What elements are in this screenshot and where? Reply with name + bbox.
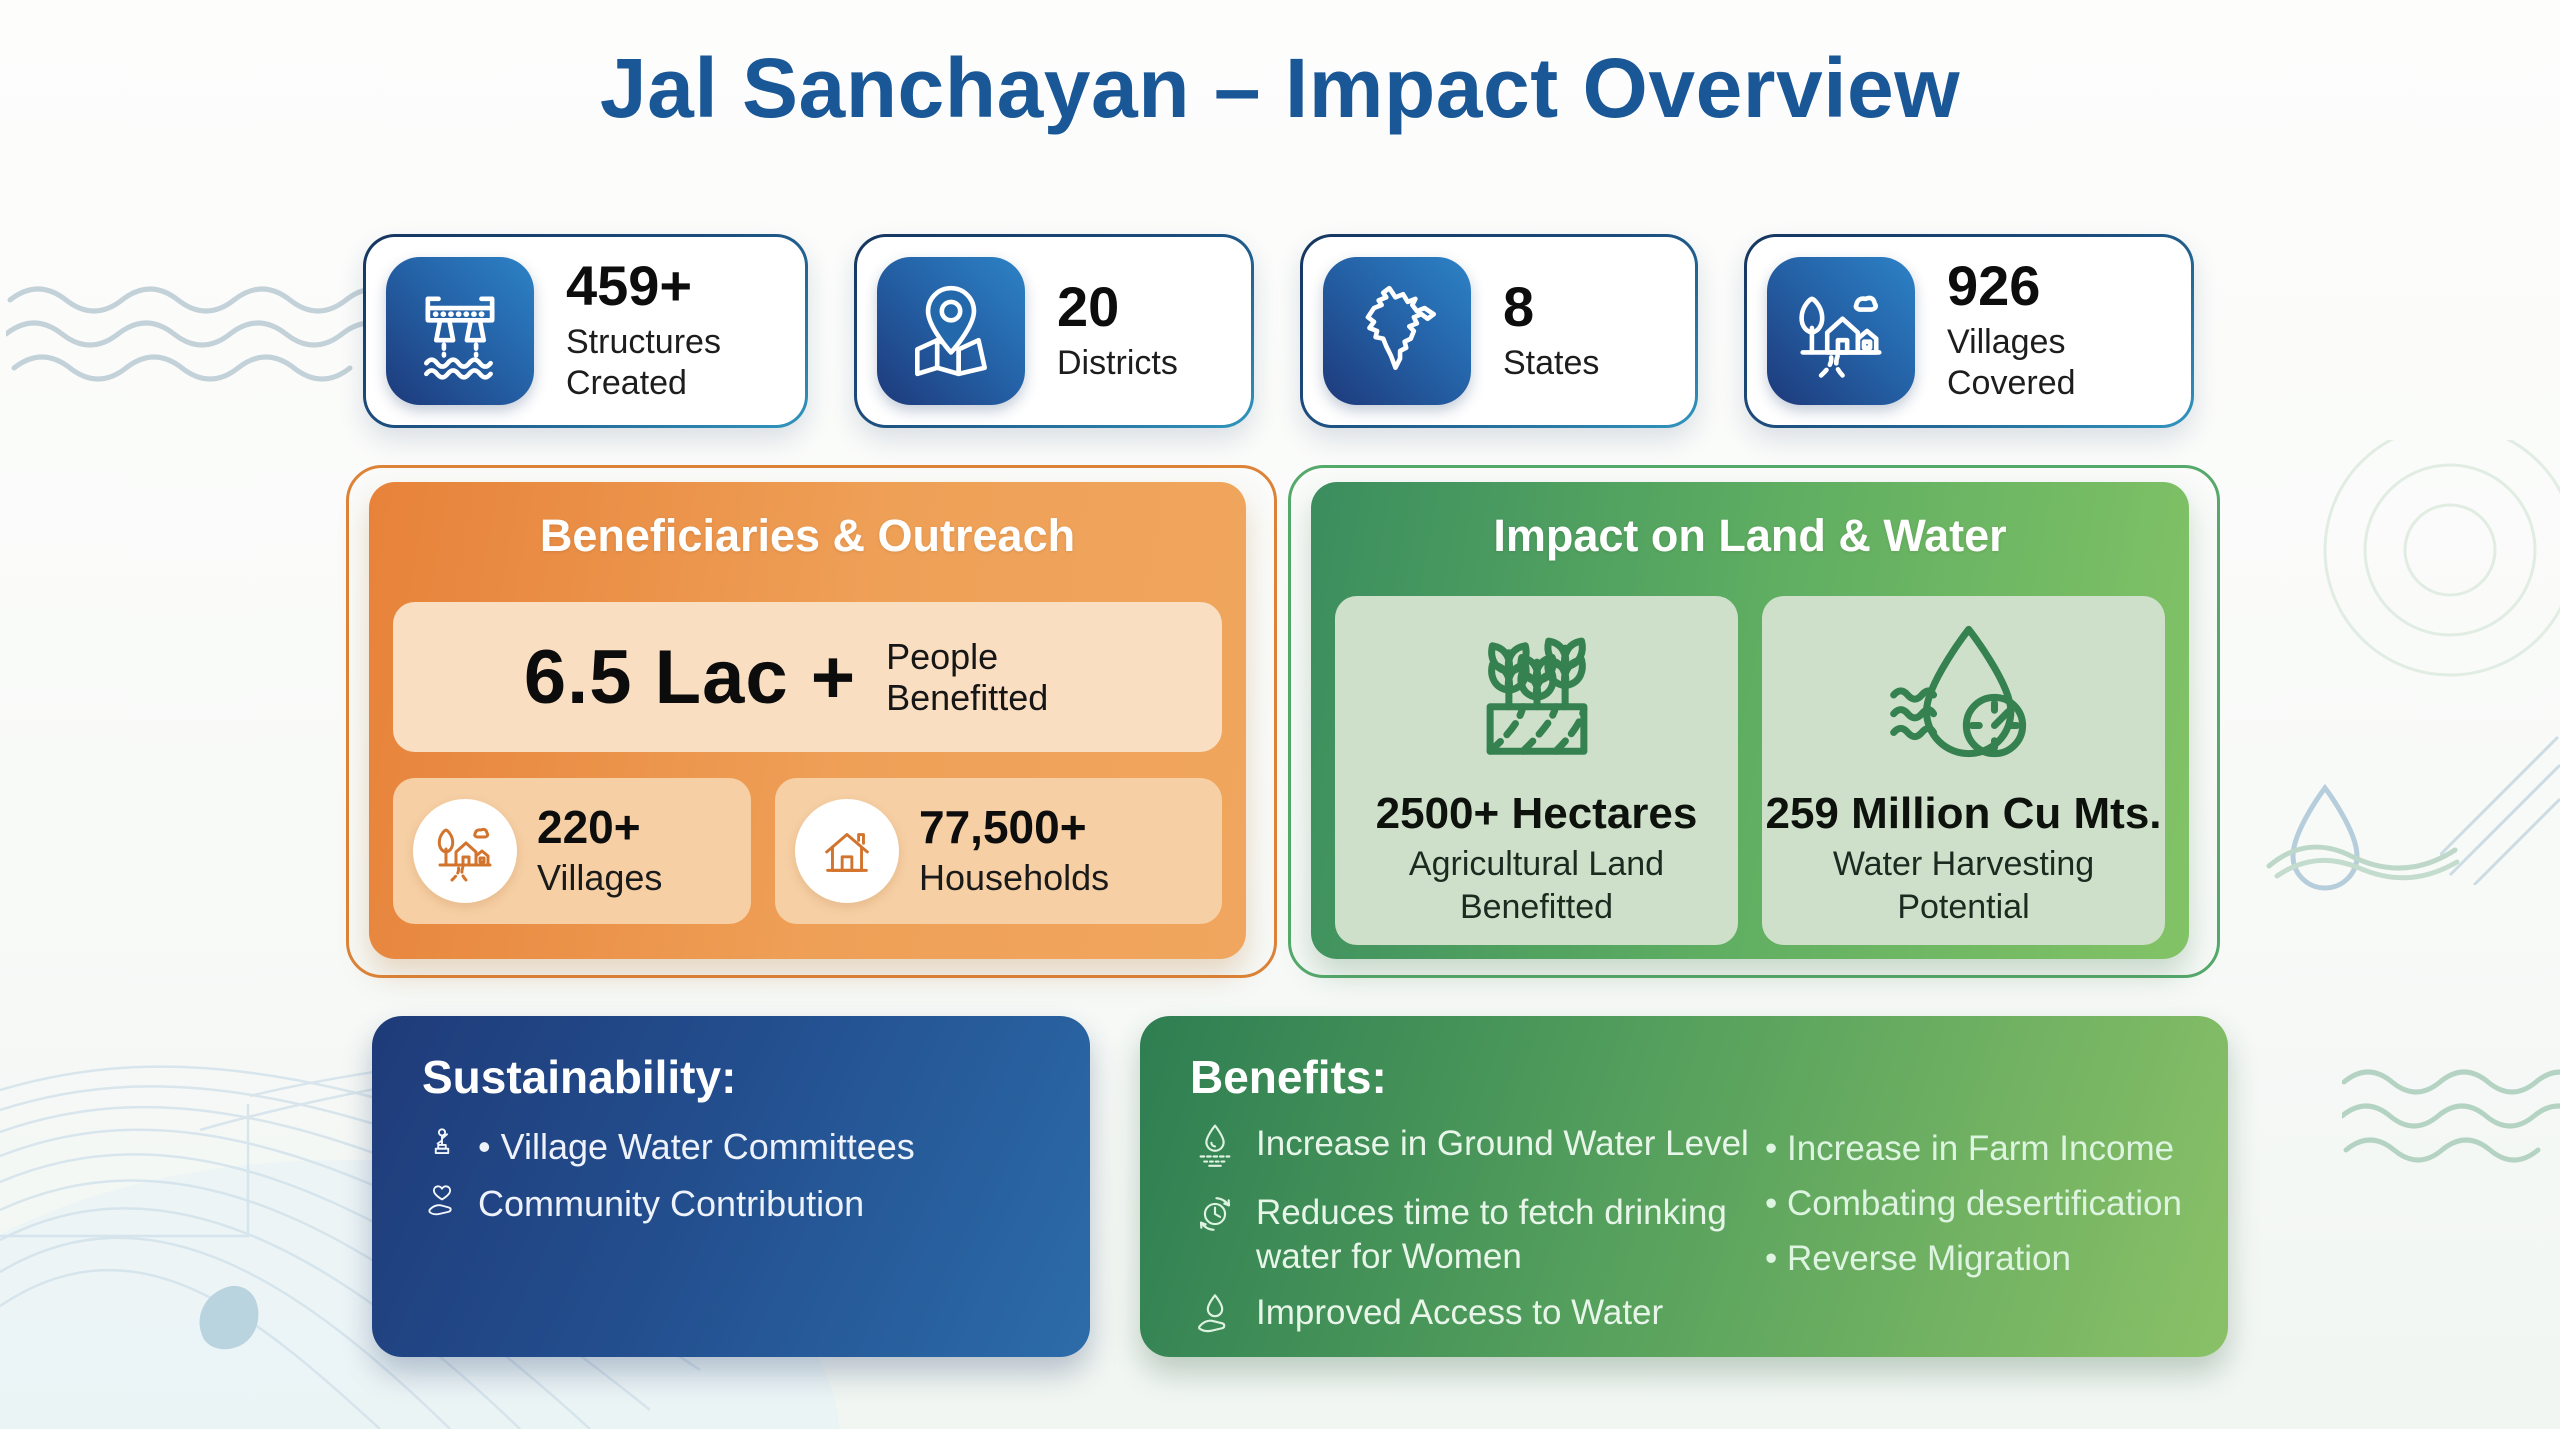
stat-card-states: 8 States (1300, 234, 1698, 428)
stat-label: Districts (1057, 343, 1178, 382)
sustainability-title: Sustainability: (422, 1051, 737, 1103)
house-icon (795, 799, 899, 903)
households-text: 77,500+ Households (919, 803, 1109, 899)
stat-text: 459+ Structures Created (566, 258, 781, 404)
beneficiaries-title: Beneficiaries & Outreach (539, 510, 1076, 561)
stat-card-structures: 459+ Structures Created (363, 234, 808, 428)
stat-card-villages-covered: 926 Villages Covered (1744, 234, 2194, 428)
people-benefitted-label: People Benefitted (886, 635, 1049, 718)
stat-value: 8 (1503, 274, 1535, 338)
beneficiaries-substats-row: 220+ Villages 77,500+ Households (393, 778, 1222, 924)
stat-value: 20 (1057, 274, 1120, 338)
stat-card-states-inner: 8 States (1303, 237, 1695, 425)
ground-water-icon (1192, 1122, 1238, 1179)
benefit-desertification: • Combating desertification (1765, 1183, 2182, 1223)
benefit-time-saving: Reduces time to fetch drinking water for… (1192, 1191, 1792, 1279)
agricultural-land-value: 2500+ Hectares (1375, 789, 1698, 838)
households-value: 77,500+ (919, 800, 1087, 853)
stat-cards-row: 459+ Structures Created 20 Districts (363, 234, 2194, 428)
water-harvesting-label: Water Harvesting Potential (1832, 845, 2095, 926)
benefit-label: Reduces time to fetch drinking water for… (1256, 1193, 1727, 1277)
sustainability-items: • Village Water Committees Community Con… (422, 1126, 915, 1225)
impact-title: Impact on Land & Water (1493, 510, 2007, 561)
beneficiaries-frame: Beneficiaries & Outreach 6.5 Lac + Peopl… (346, 465, 1277, 978)
agricultural-land-label: Agricultural Land Benefitted (1408, 845, 1665, 926)
impact-section: Impact on Land & Water 2500+ Hectares Ag… (1311, 482, 2189, 959)
village-icon (413, 799, 517, 903)
benefit-label: Improved Access to Water (1256, 1293, 1664, 1333)
water-access-icon (1192, 1291, 1238, 1348)
sustainability-item-contribution: Community Contribution (422, 1183, 915, 1225)
water-harvesting-card: 259 Million Cu Mts. Water Harvesting Pot… (1762, 596, 2165, 945)
households-label: Households (919, 857, 1110, 899)
benefits-right-column: • Increase in Farm Income • Combating de… (1765, 1128, 2182, 1279)
village-icon (1767, 257, 1915, 405)
time-saving-icon (1192, 1191, 1238, 1279)
stat-text: 926 Villages Covered (1947, 258, 2162, 404)
villages-label: Villages (537, 857, 663, 899)
agriculture-field-icon (1462, 620, 1612, 775)
stat-text: 8 States (1503, 274, 1600, 384)
water-gauge-icon (1889, 620, 2039, 775)
benefits-left-column: Increase in Ground Water Level Reduces t… (1192, 1122, 1792, 1348)
villages-card: 220+ Villages (393, 778, 751, 924)
stat-label: States (1503, 343, 1600, 382)
sustainability-item-label: Community Contribution (478, 1183, 865, 1224)
stat-card-districts-inner: 20 Districts (857, 237, 1251, 425)
benefit-ground-water: Increase in Ground Water Level (1192, 1122, 1792, 1179)
sustainability-item-label: • Village Water Committees (478, 1126, 915, 1167)
page-title: Jal Sanchayan – Impact Overview (599, 41, 1961, 135)
stat-label: Structures Created (566, 323, 721, 402)
committee-statue-icon (422, 1123, 462, 1172)
stat-label: Villages Covered (1947, 323, 2076, 402)
hand-heart-icon (422, 1180, 462, 1229)
sustainability-card: Sustainability: • Village Water Committe… (372, 1016, 1090, 1357)
impact-cards-row: 2500+ Hectares Agricultural Land Benefit… (1335, 596, 2165, 945)
india-map-icon (1323, 257, 1471, 405)
stat-value: 459+ (566, 254, 693, 318)
sustainability-item-committees: • Village Water Committees (422, 1126, 915, 1168)
villages-value: 220+ (537, 800, 641, 853)
stat-value: 926 (1947, 254, 2041, 318)
map-pin-icon (877, 257, 1025, 405)
agricultural-land-card: 2500+ Hectares Agricultural Land Benefit… (1335, 596, 1738, 945)
impact-frame: Impact on Land & Water 2500+ Hectares Ag… (1288, 465, 2220, 978)
water-harvesting-value: 259 Million Cu Mts. (1765, 789, 2162, 838)
benefits-card: Benefits: Increase in Ground Water Level… (1140, 1016, 2228, 1357)
benefit-water-access: Improved Access to Water (1192, 1291, 1792, 1348)
stat-card-structures-inner: 459+ Structures Created (366, 237, 805, 425)
dam-icon (386, 257, 534, 405)
benefits-title: Benefits: (1190, 1051, 1387, 1103)
villages-text: 220+ Villages (537, 803, 662, 899)
people-benefitted-card: 6.5 Lac + People Benefitted (393, 602, 1222, 752)
benefit-label: Increase in Ground Water Level (1256, 1124, 1749, 1163)
people-benefitted-value: 6.5 Lac + (523, 634, 857, 720)
stat-text: 20 Districts (1057, 274, 1178, 384)
benefit-reverse-migration: • Reverse Migration (1765, 1238, 2071, 1278)
households-card: 77,500+ Households (775, 778, 1222, 924)
stat-card-villages-inner: 926 Villages Covered (1747, 237, 2191, 425)
stat-card-districts: 20 Districts (854, 234, 1254, 428)
benefit-farm-income: • Increase in Farm Income (1765, 1128, 2175, 1168)
beneficiaries-section: Beneficiaries & Outreach 6.5 Lac + Peopl… (369, 482, 1246, 959)
